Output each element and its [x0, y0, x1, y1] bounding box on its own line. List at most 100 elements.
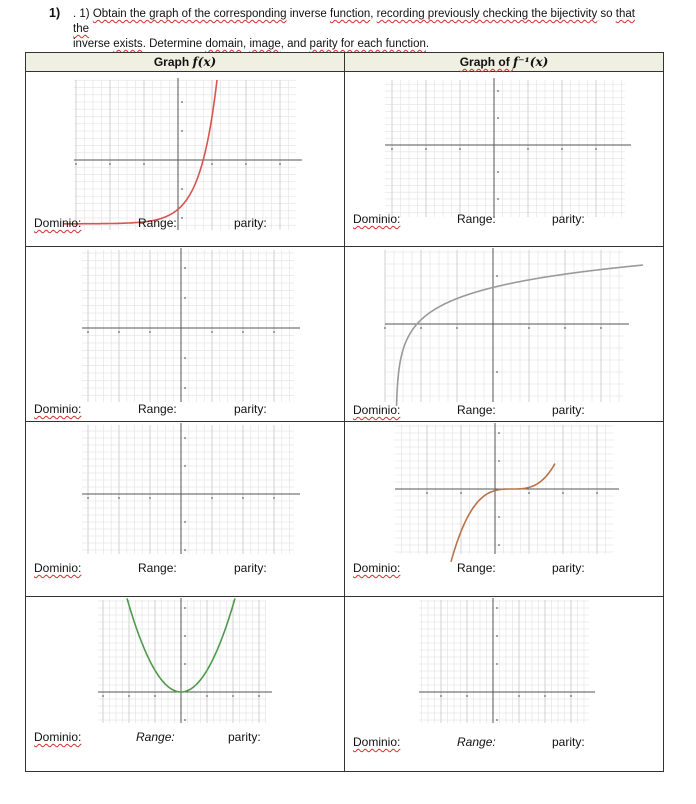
tick-mark [564, 327, 566, 329]
tick-mark [102, 695, 104, 697]
tick-mark [109, 163, 111, 165]
graph-parabola [98, 598, 272, 723]
grid-lines [385, 80, 625, 217]
tick-mark [242, 331, 244, 333]
tick-mark [498, 432, 500, 434]
domain-label: Dominio: [353, 561, 401, 575]
parity-label: parity: [228, 730, 261, 744]
tick-mark [273, 497, 275, 499]
tick-mark [211, 331, 213, 333]
range-label: Range: [136, 730, 175, 744]
tick-mark [456, 327, 458, 329]
range-label: Range: [138, 561, 177, 575]
tick-mark [561, 148, 563, 150]
tick-mark [562, 492, 564, 494]
tick-mark [496, 635, 498, 637]
tick-mark [258, 695, 260, 697]
parabola-curve [126, 598, 236, 693]
tick-mark [498, 516, 500, 518]
domain-label: Dominio: [34, 730, 82, 744]
cubic-curve [450, 463, 556, 563]
tick-mark [425, 148, 427, 150]
range-label: Range: [457, 561, 496, 575]
grid-lines [82, 425, 294, 554]
tick-mark [143, 163, 145, 165]
tick-mark [184, 635, 186, 637]
parity-label: parity: [552, 403, 585, 417]
tick-mark [211, 163, 213, 165]
tick-mark [497, 198, 499, 200]
cell-row3-f-inverse: Dominio: Range: parity: [344, 421, 664, 597]
tick-mark [460, 492, 462, 494]
exponential-curve [64, 79, 218, 225]
range-label: Range: [457, 403, 496, 417]
parity-label: parity: [234, 561, 267, 575]
tick-mark [181, 188, 183, 190]
domain-label: Dominio: [34, 402, 82, 416]
range-label: Range: [457, 735, 496, 749]
grid-lines [384, 250, 623, 402]
tick-mark [466, 695, 468, 697]
tick-mark [184, 663, 186, 665]
tick-mark [518, 695, 520, 697]
tick-mark [149, 497, 151, 499]
tick-mark [206, 695, 208, 697]
graph-cubic [395, 423, 619, 563]
tick-mark [440, 695, 442, 697]
tick-mark [496, 371, 498, 373]
tick-mark [181, 101, 183, 103]
tick-mark [496, 719, 498, 721]
tick-mark [498, 460, 500, 462]
tick-mark [570, 695, 572, 697]
tick-mark [245, 163, 247, 165]
tick-mark [242, 497, 244, 499]
tick-mark [384, 327, 386, 329]
tick-mark [181, 217, 183, 219]
cell-row1-f: Dominio: Range: parity: [25, 71, 345, 247]
tick-mark [426, 492, 428, 494]
tick-mark [184, 387, 186, 389]
grid-lines [74, 79, 296, 230]
tick-mark [496, 275, 498, 277]
tick-mark [184, 437, 186, 439]
tick-mark [184, 465, 186, 467]
tick-mark [118, 497, 120, 499]
tick-mark [595, 148, 597, 150]
cell-row4-f-inverse: Dominio: Range: parity: [344, 596, 664, 772]
parity-label: parity: [552, 212, 585, 226]
header-graph-f: Graph f(x) [25, 52, 345, 72]
tick-mark [497, 90, 499, 92]
question-instructions: . 1) Obtain the graph of the correspondi… [73, 8, 635, 50]
graph-empty-grid [82, 423, 300, 554]
tick-mark [391, 148, 393, 150]
tick-mark [420, 327, 422, 329]
tick-mark [181, 130, 183, 132]
graph-empty-grid [82, 248, 300, 402]
parity-label: parity: [234, 216, 267, 230]
question-number: 1) [49, 6, 61, 20]
graph-exponential [64, 78, 302, 230]
tick-mark [600, 327, 602, 329]
tick-mark [496, 607, 498, 609]
cell-row1-f-inverse: Dominio: Range: parity: [344, 71, 664, 247]
grid-lines [82, 250, 294, 402]
tick-mark [118, 331, 120, 333]
tick-mark [128, 695, 130, 697]
range-label: Range: [138, 402, 177, 416]
tick-mark [184, 297, 186, 299]
cell-row2-f-inverse: Dominio: Range: parity: [344, 246, 664, 422]
tick-mark [87, 497, 89, 499]
cell-row2-f: Dominio: Range: parity: [25, 246, 345, 422]
header-graph-f-inverse: Graph of f⁻¹(x) [344, 52, 664, 72]
tick-mark [87, 331, 89, 333]
tick-mark [184, 267, 186, 269]
parity-label: parity: [552, 735, 585, 749]
tick-mark [232, 695, 234, 697]
tick-mark [273, 331, 275, 333]
domain-label: Dominio: [34, 561, 82, 575]
domain-label: Dominio: [353, 212, 401, 226]
tick-mark [496, 663, 498, 665]
tick-mark [75, 163, 77, 165]
parity-label: parity: [552, 561, 585, 575]
tick-mark [459, 148, 461, 150]
